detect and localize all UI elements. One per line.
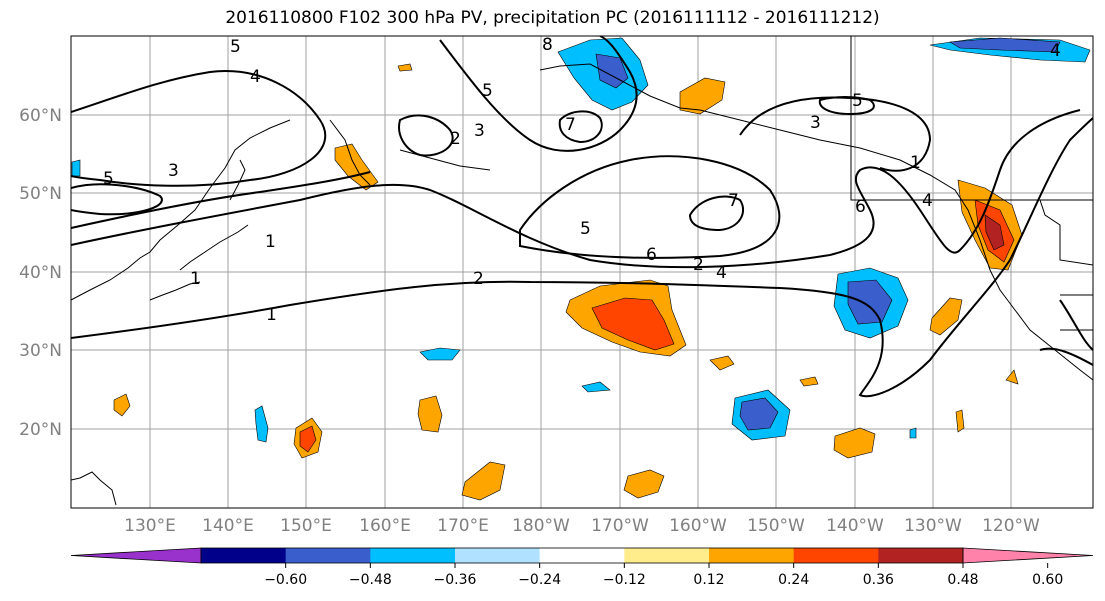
contour-label: 5 <box>580 219 591 239</box>
contour-label: 3 <box>474 121 485 141</box>
precip-fills <box>71 37 1091 501</box>
lon-tick-label: 130°E <box>124 516 176 536</box>
precip-region <box>679 77 726 115</box>
contour-label: 1 <box>910 153 921 173</box>
precip-region <box>299 425 317 453</box>
precip-region <box>1005 369 1019 385</box>
colorbar-tick-label: −0.36 <box>434 572 477 588</box>
precip-region <box>984 214 1005 251</box>
contour-label: 2 <box>450 129 461 149</box>
precip-region <box>334 143 379 191</box>
contour-label: 1 <box>266 305 277 325</box>
colorbar-outline <box>200 547 964 564</box>
colorbar: −0.60 −0.48 −0.36 −0.24 −0.12 0.12 0.24 0.36 0.4… <box>70 547 1094 588</box>
lat-tick-label: 50°N <box>19 184 62 204</box>
pv-contours <box>71 36 1093 398</box>
lon-tick-label: 160°W <box>669 516 727 536</box>
contour-label: 4 <box>922 191 933 211</box>
contour-label: 1 <box>190 269 201 289</box>
lon-tick-label: 170°E <box>437 516 489 536</box>
colorbar-tick-label: 0.36 <box>863 572 894 588</box>
lon-tick-label: 180°W <box>512 516 570 536</box>
colorbar-tick-label: 0.48 <box>947 572 978 588</box>
colorbar-segment <box>285 548 371 563</box>
precip-region <box>417 395 443 433</box>
precip-region <box>623 469 665 499</box>
colorbar-tick-label: −0.24 <box>518 572 561 588</box>
precip-region <box>71 159 81 177</box>
colorbar-segment <box>624 548 710 563</box>
precip-region <box>929 297 963 336</box>
contour-label: 4 <box>1050 41 1061 61</box>
colorbar-segment <box>455 548 541 563</box>
contour-label: 5 <box>852 91 863 111</box>
contour-label: 2 <box>473 269 484 289</box>
colorbar-segment <box>370 548 456 563</box>
map-panel: 5 4 5 3 1 1 2 1 8 5 3 2 7 5 6 7 2 4 3 5 … <box>71 35 1093 508</box>
precip-region <box>461 461 506 501</box>
colorbar-tick-label: 0.24 <box>778 572 809 588</box>
colorbar-segment <box>878 548 964 563</box>
lon-tick-label: 170°W <box>591 516 649 536</box>
precip-region <box>847 279 893 325</box>
precip-region <box>591 297 675 351</box>
precip-region <box>833 427 876 459</box>
lon-tick-label: 140°W <box>826 516 884 536</box>
colorbar-tick-label: −0.12 <box>603 572 646 588</box>
precip-region <box>581 381 611 393</box>
contour-label: 4 <box>250 67 261 87</box>
colorbar-segment <box>793 548 879 563</box>
lon-ticks: 130°E 140°E 150°E 160°E 170°E 180°W 170°… <box>124 516 1040 536</box>
precip-region <box>739 397 779 431</box>
lon-tick-label: 130°W <box>904 516 962 536</box>
precip-region <box>419 347 461 361</box>
contour-label: 7 <box>565 115 576 135</box>
contour-label: 5 <box>482 81 493 101</box>
lat-ticks: 60°N 50°N 40°N 30°N 20°N <box>19 106 62 440</box>
lat-tick-label: 40°N <box>19 263 62 283</box>
precip-region <box>397 63 413 72</box>
lon-tick-label: 140°E <box>202 516 254 536</box>
precip-region <box>254 405 269 443</box>
contour-label: 5 <box>103 169 114 189</box>
precip-region <box>709 355 735 371</box>
contour-label: 6 <box>855 197 866 217</box>
colorbar-extend-low <box>70 547 202 564</box>
precip-region <box>955 409 965 433</box>
precip-region <box>113 393 131 417</box>
contour-label: 8 <box>542 35 553 55</box>
precip-region <box>909 427 917 439</box>
contour-labels: 5 4 5 3 1 1 2 1 8 5 3 2 7 5 6 7 2 4 3 5 … <box>103 35 1061 325</box>
gridlines <box>71 36 1093 508</box>
lat-tick-label: 30°N <box>19 341 62 361</box>
lon-tick-label: 120°W <box>982 516 1040 536</box>
contour-label: 3 <box>810 113 821 133</box>
map-frame <box>70 35 1094 509</box>
coastlines <box>71 36 1093 506</box>
lat-tick-label: 20°N <box>19 420 62 440</box>
contour-label: 3 <box>168 161 179 181</box>
contour-label: 2 <box>693 255 704 275</box>
contour-label: 1 <box>265 232 276 252</box>
map-title: 2016110800 F102 300 hPa PV, precipitatio… <box>225 8 880 28</box>
precip-region <box>799 376 819 387</box>
contour-label: 6 <box>646 245 657 265</box>
contour-label: 7 <box>728 191 739 211</box>
lon-tick-label: 160°E <box>359 516 411 536</box>
contour-label: 4 <box>716 263 727 283</box>
contour-label: 5 <box>230 37 241 57</box>
colorbar-segment <box>539 548 625 563</box>
lon-tick-label: 150°E <box>280 516 332 536</box>
lon-tick-label: 150°W <box>747 516 805 536</box>
colorbar-tick-label: 0.60 <box>1032 572 1063 588</box>
colorbar-segment <box>201 548 287 563</box>
colorbar-extend-high <box>962 547 1094 564</box>
precip-region <box>949 37 1061 53</box>
colorbar-tick-label: −0.60 <box>264 572 307 588</box>
colorbar-tick-label: −0.48 <box>349 572 392 588</box>
lat-tick-label: 60°N <box>19 106 62 126</box>
colorbar-segment <box>709 548 795 563</box>
colorbar-tick-label: 0.12 <box>693 572 724 588</box>
